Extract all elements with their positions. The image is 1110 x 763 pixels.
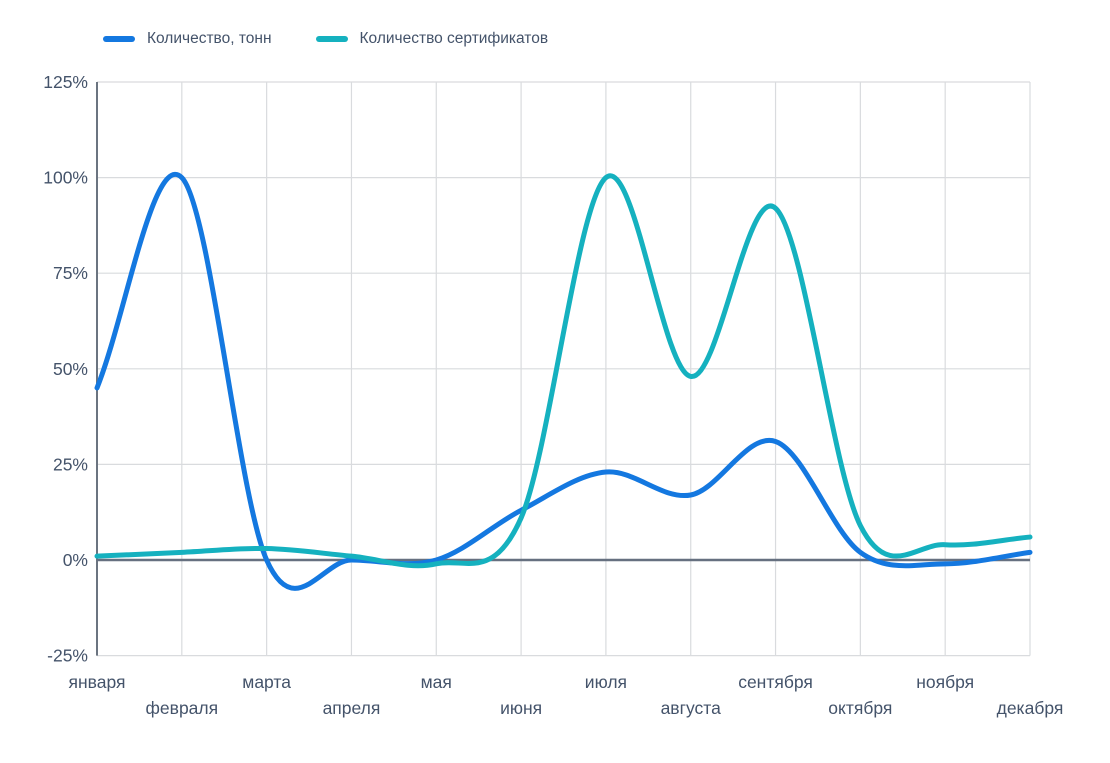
- x-axis-month-label: апреля: [323, 698, 381, 718]
- x-axis-month-label: мая: [421, 672, 452, 692]
- y-axis-tick-label: 0%: [63, 550, 88, 570]
- y-axis-tick-label: 25%: [53, 454, 88, 474]
- legend-label-tons: Количество, тонн: [147, 30, 272, 47]
- x-axis-month-label: октября: [828, 698, 892, 718]
- y-axis-tick-label: -25%: [47, 646, 88, 666]
- x-axis-month-label: марта: [242, 672, 291, 692]
- y-axis-tick-label: 75%: [53, 263, 88, 283]
- legend-item-certificates[interactable]: Количество сертификатов: [315, 30, 549, 48]
- x-axis-month-label: июня: [500, 698, 542, 718]
- x-axis-month-label: июля: [585, 672, 627, 692]
- y-axis-tick-label: 50%: [53, 359, 88, 379]
- legend-swatch-certificates: [315, 36, 348, 42]
- legend-label-certificates: Количество сертификатов: [359, 30, 549, 47]
- legend-swatch-tons: [103, 36, 135, 42]
- x-axis-month-label: февраля: [146, 698, 219, 718]
- x-axis-month-label: декабря: [997, 698, 1064, 718]
- legend-item-tons[interactable]: Количество, тонн: [103, 30, 272, 48]
- x-axis-month-label: ноября: [916, 672, 974, 692]
- y-axis-tick-label: 125%: [43, 72, 88, 92]
- x-axis-month-label: января: [69, 672, 126, 692]
- y-axis-tick-label: 100%: [43, 168, 88, 188]
- series-line-certificates: [94, 173, 1033, 569]
- legend: Количество, тонн Количество сертификатов: [103, 30, 548, 48]
- x-axis-month-label: сентября: [738, 672, 813, 692]
- x-axis-month-label: августа: [661, 698, 722, 718]
- series-line-tons: [94, 172, 1033, 591]
